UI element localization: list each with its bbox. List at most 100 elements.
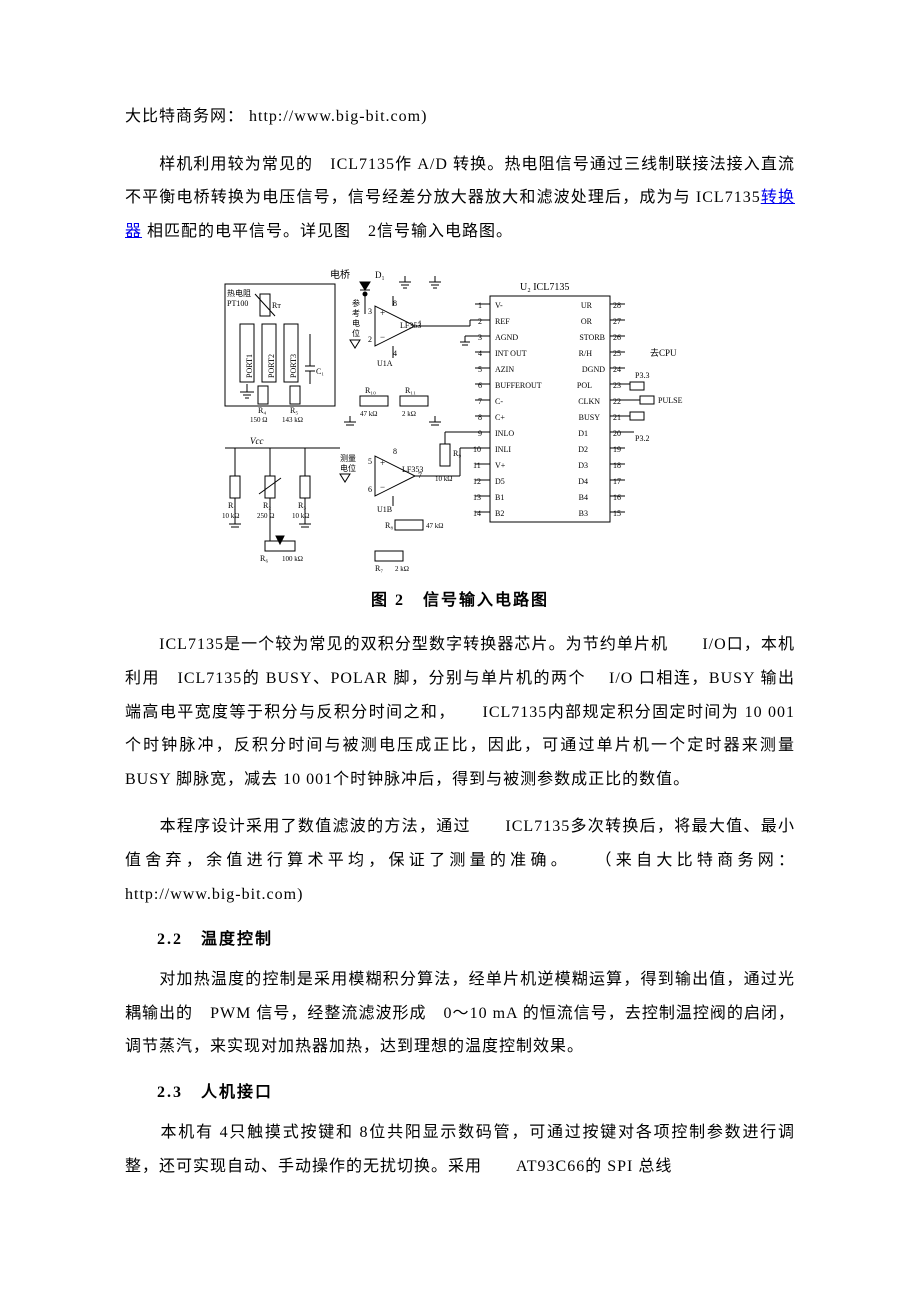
figure-2-caption: 图 2 信号输入电路图 <box>125 586 795 610</box>
u1a-minus: − <box>380 332 385 342</box>
svg-text:7: 7 <box>478 397 482 406</box>
r8 <box>395 520 423 530</box>
svg-text:B1: B1 <box>495 493 504 502</box>
label-r10v: 47 kΩ <box>360 410 377 418</box>
label-r11: R₁₁ <box>405 386 416 395</box>
label-r4: R₄ <box>258 406 266 415</box>
heading-2-3: 2.3 人机接口 <box>125 1078 795 1102</box>
paragraph-2: ICL7135是一个较为常见的双积分型数字转换器芯片。为节约单片机 I/O口，本… <box>125 628 795 796</box>
label-r10: R₁₀ <box>365 386 376 395</box>
circuit-diagram: 电桥 热电阻 PT100 Rᴛ PORT1 PORT2 PORT3 R₄ 150… <box>210 266 710 576</box>
paragraph-4: 对加热温度的控制是采用模糊积分算法，经单片机逆模糊运算，得到输出值，通过光耦输出… <box>125 963 795 1064</box>
svg-text:REF: REF <box>495 317 510 326</box>
svg-text:24: 24 <box>613 365 621 374</box>
label-lf353b: LF353 <box>402 465 423 474</box>
u1a-pin2: 2 <box>368 335 372 344</box>
svg-text:R/H: R/H <box>579 349 593 358</box>
svg-text:23: 23 <box>613 381 621 390</box>
svg-text:B3: B3 <box>579 509 588 518</box>
paragraph-3: 本程序设计采用了数值滤波的方法，通过 ICL7135多次转换后，将最大值、最小值… <box>125 810 795 911</box>
paragraph-1: 样机利用较为常见的 ICL7135作 A/D 转换。热电阻信号通过三线制联接法接… <box>125 148 795 249</box>
svg-text:UR: UR <box>581 301 593 310</box>
label-r1v: 10 kΩ <box>222 512 239 520</box>
svg-text:C-: C- <box>495 397 503 406</box>
r6-wiper <box>276 536 284 544</box>
label-vcc: Vcc <box>250 436 264 446</box>
svg-text:2: 2 <box>478 317 482 326</box>
label-r8: R₈ <box>385 521 393 530</box>
svg-text:DGND: DGND <box>582 365 605 374</box>
label-u1a: U1A <box>377 359 393 368</box>
svg-text:8: 8 <box>478 413 482 422</box>
label-meas2: 电位 <box>340 463 356 473</box>
svg-text:26: 26 <box>613 333 621 342</box>
svg-text:AGND: AGND <box>495 333 518 342</box>
svg-text:17: 17 <box>613 477 621 486</box>
u1b-pin6: 6 <box>368 485 372 494</box>
r2 <box>265 476 275 498</box>
label-r5v: 143 kΩ <box>282 416 303 424</box>
label-thermistor-2: PT100 <box>227 299 248 308</box>
svg-text:D2: D2 <box>578 445 588 454</box>
label-r8v: 47 kΩ <box>426 522 443 530</box>
u1a-pin4: 4 <box>393 349 397 358</box>
svg-text:V-: V- <box>495 301 503 310</box>
label-ref4: 位 <box>352 328 360 338</box>
svg-text:INLI: INLI <box>495 445 511 454</box>
svg-text:11: 11 <box>473 461 481 470</box>
svg-text:10: 10 <box>473 445 481 454</box>
svg-text:6: 6 <box>478 381 482 390</box>
svg-text:5: 5 <box>478 365 482 374</box>
label-port3: PORT3 <box>289 354 298 378</box>
svg-text:3: 3 <box>478 333 482 342</box>
svg-text:OR: OR <box>581 317 593 326</box>
svg-text:15: 15 <box>613 509 621 518</box>
label-port1: PORT1 <box>245 354 254 378</box>
para1-post: 相匹配的电平信号。详见图 2信号输入电路图。 <box>142 223 513 240</box>
label-r11v: 2 kΩ <box>402 410 416 418</box>
svg-text:D5: D5 <box>495 477 505 486</box>
pulse-box <box>640 396 654 404</box>
label-r5: R₅ <box>290 406 298 415</box>
label-meas1: 测量 <box>340 454 356 463</box>
u1b-plus: + <box>380 458 385 468</box>
figure-2-container: 电桥 热电阻 PT100 Rᴛ PORT1 PORT2 PORT3 R₄ 150… <box>125 266 795 610</box>
r9 <box>440 444 450 466</box>
svg-text:STORB: STORB <box>579 333 605 342</box>
svg-text:19: 19 <box>613 445 621 454</box>
label-r6: R₆ <box>260 554 268 563</box>
svg-text:12: 12 <box>473 477 481 486</box>
label-u1b: U1B <box>377 505 392 514</box>
svg-text:22: 22 <box>613 397 621 406</box>
p33-box <box>630 382 644 390</box>
heading-2-2: 2.2 温度控制 <box>125 925 795 949</box>
u1b-pin5: 5 <box>368 457 372 466</box>
svg-text:13: 13 <box>473 493 481 502</box>
svg-text:20: 20 <box>613 429 621 438</box>
svg-text:C+: C+ <box>495 413 505 422</box>
svg-text:AZIN: AZIN <box>495 365 514 374</box>
paragraph-5: 本机有 4只触摸式按键和 8位共阳显示数码管，可通过按键对各项控制参数进行调整，… <box>125 1116 795 1183</box>
label-r7: R₇ <box>375 564 383 573</box>
svg-text:CLKN: CLKN <box>578 397 600 406</box>
label-p33: P3.3 <box>635 371 649 380</box>
svg-text:D3: D3 <box>578 461 588 470</box>
u1b-minus: − <box>380 482 385 492</box>
label-ref2: 考 <box>352 309 360 318</box>
svg-text:INLO: INLO <box>495 429 514 438</box>
u1a-pin3: 3 <box>368 307 372 316</box>
svg-text:B4: B4 <box>579 493 588 502</box>
label-r4v: 150 Ω <box>250 416 267 424</box>
u1a-pin8: 8 <box>393 299 397 308</box>
svg-text:25: 25 <box>613 349 621 358</box>
label-chip: U₂ ICL7135 <box>520 282 569 293</box>
para1-pre: 样机利用较为常见的 ICL7135作 A/D 转换。热电阻信号通过三线制联接法接… <box>125 156 795 207</box>
r11 <box>400 396 428 406</box>
label-rt: Rᴛ <box>272 301 281 310</box>
r10 <box>360 396 388 406</box>
r1 <box>230 476 240 498</box>
label-r7v: 2 kΩ <box>395 565 409 573</box>
label-thermistor-1: 热电阻 <box>227 288 251 298</box>
svg-text:D1: D1 <box>578 429 588 438</box>
svg-text:28: 28 <box>613 301 621 310</box>
